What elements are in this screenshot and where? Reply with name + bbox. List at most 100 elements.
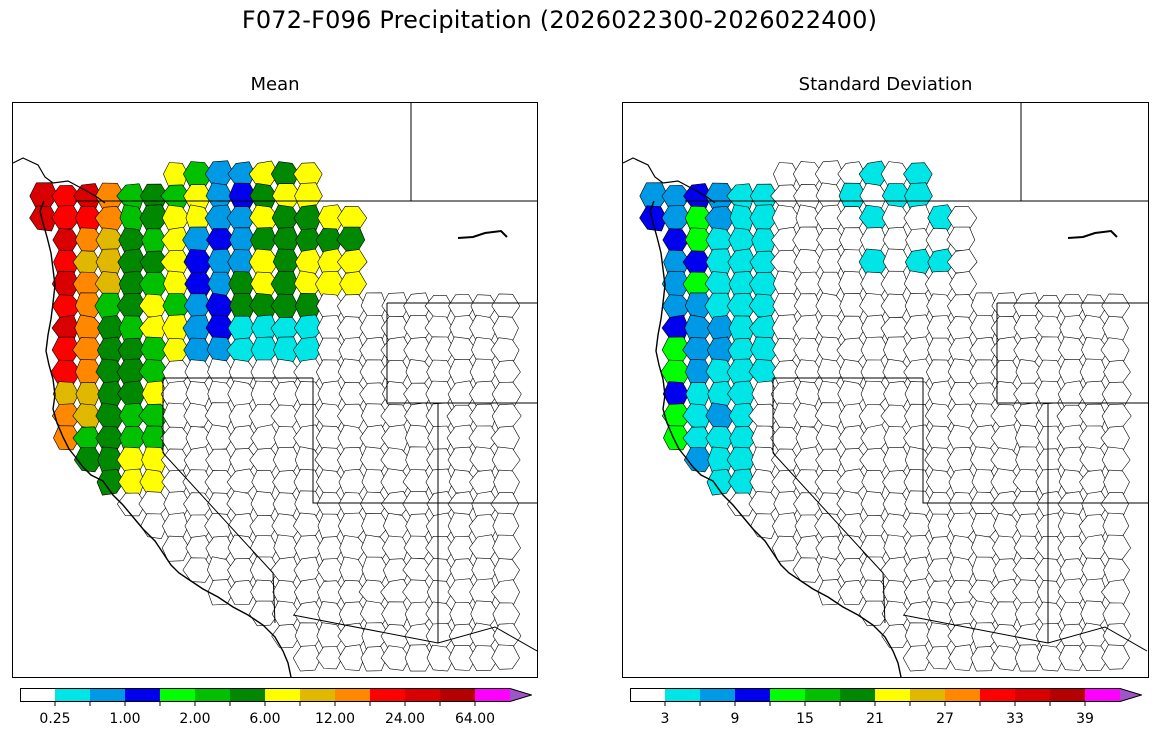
basin-cell [947, 403, 977, 429]
basin-cell [1101, 446, 1131, 473]
colorbar-swatch [980, 688, 1016, 702]
basin-cell [292, 645, 322, 672]
basin-cell [1036, 644, 1065, 672]
basin-cell [706, 469, 735, 496]
basin-cell [74, 227, 104, 252]
basin-cell [205, 424, 234, 451]
basin-cell [249, 600, 279, 627]
colorbar-tick-label: 2.00 [179, 711, 211, 727]
colorbar-swatch [875, 688, 911, 702]
basin-cell [404, 644, 434, 672]
basin-cell [1101, 644, 1130, 670]
colorbar-swatch [230, 688, 266, 702]
colorbar-swatch [840, 688, 876, 702]
basin-cell [817, 271, 844, 296]
basin-cell [1102, 534, 1131, 560]
colorbar-extend-arrow [510, 688, 532, 702]
basin-cell [339, 535, 368, 562]
colorbar-swatch [910, 688, 946, 702]
colorbar-extend-arrow [1120, 688, 1142, 702]
colorbar-tick-label: 3 [660, 711, 670, 727]
basin-cell [205, 535, 234, 562]
colorbar-swatch [630, 688, 666, 702]
colorbar-swatch [475, 688, 511, 702]
basin-cell [51, 205, 81, 230]
basins [29, 160, 522, 672]
basin-cell [815, 535, 844, 562]
colorbar-swatch [805, 688, 841, 702]
colorbar-swatch [195, 688, 231, 702]
state-line [902, 614, 1148, 652]
basin-cell [947, 512, 978, 540]
basin-cell [161, 535, 190, 562]
colorbar-tick-label: 9 [730, 711, 740, 727]
basin-cell [492, 534, 521, 560]
basin-cell [491, 644, 520, 670]
coastline [649, 200, 902, 677]
basin-cell [926, 646, 953, 670]
basin-cell [360, 646, 387, 672]
lake [1067, 229, 1118, 239]
basin-cell [684, 227, 714, 252]
basin-cell [1058, 645, 1087, 671]
basin-cell [74, 292, 104, 318]
state-line [292, 614, 537, 652]
colorbar-tick-label: 24.00 [384, 711, 426, 727]
lake [457, 229, 508, 239]
basin-cell [96, 469, 125, 496]
basin-cell [661, 205, 691, 230]
basin-cell [492, 315, 519, 342]
basin-cell [792, 557, 823, 583]
state-line [772, 452, 886, 624]
basin-cell [469, 645, 500, 672]
basin-cell [316, 646, 343, 670]
basin-cell [639, 205, 668, 232]
basin-cell [185, 381, 211, 407]
basin-cell [749, 204, 779, 231]
colorbar-swatch [160, 688, 196, 702]
colorbar-swatch [735, 688, 771, 702]
basin-cell [270, 293, 299, 319]
coastline [39, 200, 292, 677]
colorbar-tick-label: 0.25 [39, 711, 71, 727]
panel-title-std: Standard Deviation [798, 74, 973, 95]
colorbar-swatch [665, 688, 701, 702]
basins [639, 160, 1132, 672]
state-line [386, 303, 537, 404]
basin-cell [1014, 644, 1044, 672]
colorbar-swatch [1015, 688, 1051, 702]
basin-cell [815, 424, 844, 451]
state-boundaries [75, 103, 537, 652]
basin-cell [337, 403, 367, 429]
std-colorbar [630, 688, 1142, 708]
basin-cell [793, 184, 822, 210]
basin-cell [795, 381, 821, 407]
basin-cell [1036, 580, 1063, 605]
colorbar-swatch [125, 688, 161, 702]
basin-cell [29, 205, 58, 232]
basin-cell [949, 535, 978, 562]
colorbar-swatch [945, 688, 981, 702]
basin-cell [1102, 315, 1129, 342]
state-line [162, 452, 276, 624]
colorbar-swatch [265, 688, 301, 702]
basin-cell [75, 382, 101, 407]
basin-cell [337, 512, 368, 540]
basin-cell [990, 645, 1021, 671]
basin-cell [684, 292, 714, 318]
basin-cell [491, 446, 521, 473]
basin-cell [685, 382, 711, 407]
basin-cell [361, 512, 390, 539]
basin-cell [880, 293, 909, 319]
state-boundaries [685, 103, 1148, 652]
basin-cell [859, 600, 889, 627]
basin-cell [226, 468, 258, 494]
basin-cell [1013, 535, 1042, 559]
colorbar-swatch [90, 688, 126, 702]
basin-cell [424, 557, 454, 582]
mean-colorbar [20, 688, 532, 708]
colorbar-tick-label: 1.00 [109, 711, 141, 727]
colorbar-swatch [770, 688, 806, 702]
colorbar-tick-label: 64.00 [454, 711, 496, 727]
